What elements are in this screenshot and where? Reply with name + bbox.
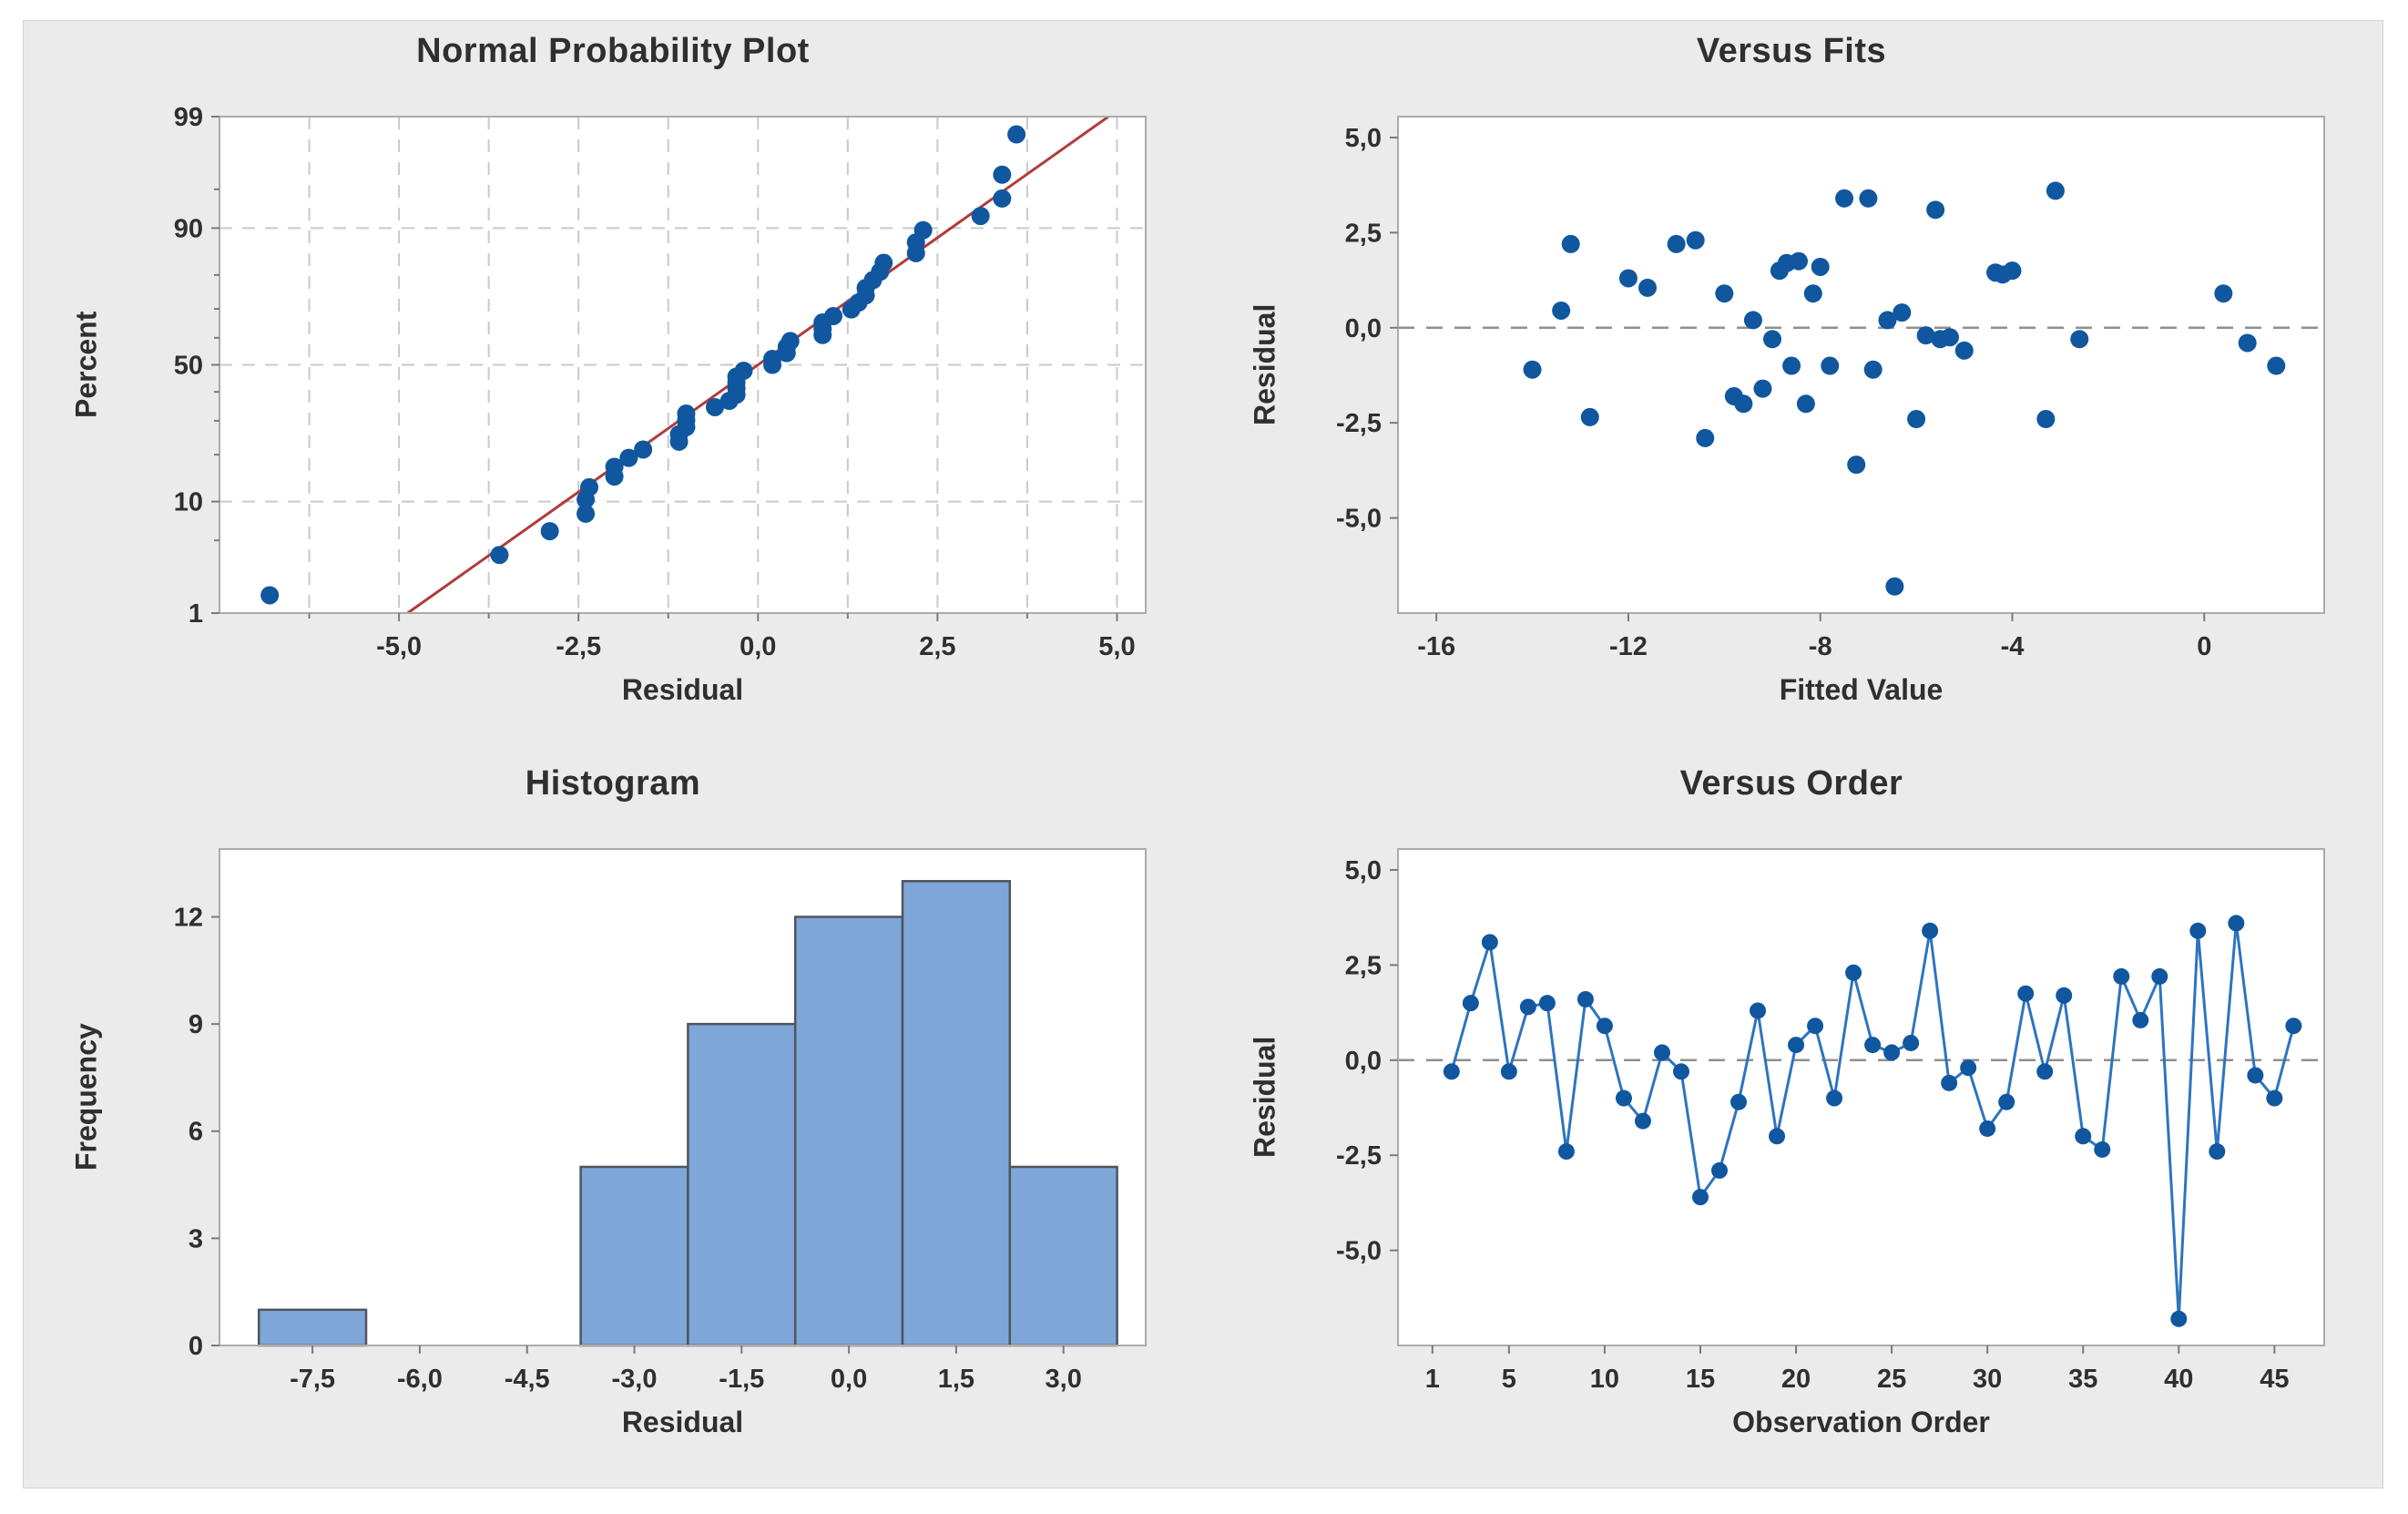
- svg-text:9: 9: [189, 1010, 203, 1039]
- svg-text:12: 12: [174, 903, 203, 932]
- svg-text:1: 1: [189, 599, 203, 629]
- svg-text:6: 6: [189, 1118, 203, 1147]
- svg-text:45: 45: [2260, 1365, 2289, 1394]
- chart-title: Versus Order: [1679, 764, 1903, 803]
- svg-text:-1,5: -1,5: [719, 1365, 764, 1394]
- chart-title: Versus Fits: [1696, 32, 1887, 70]
- svg-text:-3,0: -3,0: [611, 1365, 657, 1394]
- svg-text:0,0: 0,0: [831, 1365, 867, 1394]
- svg-text:-4,5: -4,5: [505, 1365, 550, 1394]
- svg-text:5,0: 5,0: [1345, 856, 1382, 885]
- svg-text:-6,0: -6,0: [397, 1365, 443, 1394]
- svg-text:-7,5: -7,5: [290, 1365, 335, 1394]
- chart-title: Histogram: [525, 764, 701, 803]
- x-axis-label: Observation Order: [1732, 1406, 1990, 1438]
- svg-text:1,5: 1,5: [938, 1365, 974, 1394]
- residual-plots-panel: Normal Probability Plot Percent Residual…: [23, 20, 2383, 1488]
- svg-text:1: 1: [1425, 1365, 1440, 1394]
- normal-probability-plot: -5,0 -2,5 0,0 2,5 5,0 1 10 50 90 99: [174, 103, 1147, 661]
- quadrant-versus-fits: Versus Fits Residual Fitted Value -16 -12…: [1202, 21, 2381, 753]
- svg-text:-2,5: -2,5: [556, 632, 601, 661]
- svg-text:0,0: 0,0: [1345, 1047, 1382, 1076]
- svg-text:35: 35: [2068, 1365, 2097, 1394]
- svg-text:5: 5: [1502, 1365, 1516, 1394]
- svg-text:99: 99: [174, 103, 203, 132]
- svg-text:15: 15: [1686, 1365, 1715, 1394]
- svg-text:25: 25: [1877, 1365, 1906, 1394]
- svg-text:0: 0: [189, 1332, 203, 1361]
- quadrant-versus-order: Versus Order Residual Observation Order …: [1202, 753, 2381, 1486]
- svg-text:5,0: 5,0: [1098, 632, 1135, 661]
- svg-text:0: 0: [2197, 632, 2211, 661]
- svg-text:3,0: 3,0: [1046, 1365, 1082, 1394]
- svg-text:40: 40: [2164, 1365, 2193, 1394]
- svg-text:90: 90: [174, 214, 203, 243]
- quadrant-normal-probability: Normal Probability Plot Percent Residual…: [24, 21, 1202, 753]
- svg-text:5,0: 5,0: [1345, 124, 1382, 153]
- svg-text:-5,0: -5,0: [376, 632, 422, 661]
- svg-text:-2,5: -2,5: [1336, 409, 1382, 438]
- x-axis-label: Residual: [621, 673, 744, 706]
- svg-text:0,0: 0,0: [740, 632, 776, 661]
- svg-text:-5,0: -5,0: [1336, 505, 1382, 534]
- svg-text:20: 20: [1781, 1365, 1811, 1394]
- svg-text:-8: -8: [1809, 632, 1832, 661]
- svg-text:0,0: 0,0: [1345, 314, 1382, 343]
- svg-text:-5,0: -5,0: [1336, 1237, 1382, 1266]
- svg-text:-12: -12: [1609, 632, 1648, 661]
- svg-text:50: 50: [174, 352, 203, 381]
- svg-text:2,5: 2,5: [919, 632, 955, 661]
- x-axis-label: Fitted Value: [1779, 673, 1944, 706]
- svg-text:2,5: 2,5: [1345, 951, 1382, 980]
- svg-text:10: 10: [174, 488, 203, 517]
- x-axis-label: Residual: [621, 1406, 744, 1438]
- svg-text:-4: -4: [2001, 632, 2025, 661]
- chart-title: Normal Probability Plot: [416, 32, 810, 70]
- quadrant-histogram: Histogram Frequency Residual -7,5 -6,0 -4,…: [24, 753, 1202, 1486]
- svg-text:-2,5: -2,5: [1336, 1141, 1382, 1171]
- versus-order-plot: 1 5 10 15 20 25 30 35 40 455,02,50,0-2,5-5,0: [1336, 848, 2325, 1394]
- versus-fits-plot: -16 -12 -8 -4 0 5,0 2,5 0,0 -2,5 -5,0: [1336, 116, 2325, 661]
- svg-text:2,5: 2,5: [1345, 219, 1382, 248]
- svg-text:30: 30: [1973, 1365, 2002, 1394]
- svg-text:10: 10: [1590, 1365, 1619, 1394]
- histogram-plot: -7,5 -6,0 -4,5 -3,0 -1,5 0,0 1,5 3,0 0 3 6 9 12: [174, 848, 1147, 1394]
- svg-text:3: 3: [189, 1224, 203, 1253]
- svg-text:-16: -16: [1417, 632, 1455, 661]
